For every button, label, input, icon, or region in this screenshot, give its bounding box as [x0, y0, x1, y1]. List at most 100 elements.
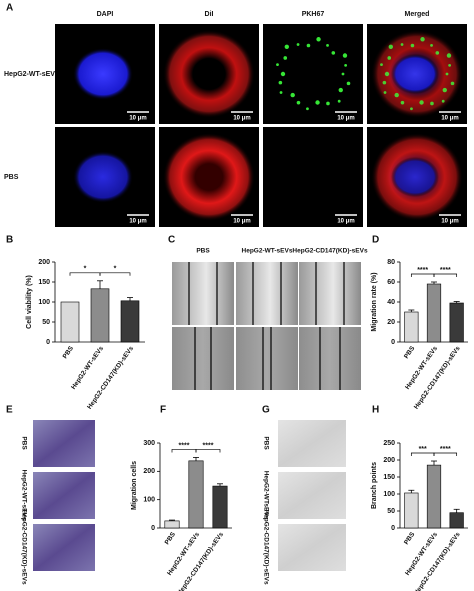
scale-bar-label: 10 μm	[129, 116, 146, 122]
panel-label: F	[160, 405, 166, 416]
micrograph	[278, 472, 346, 519]
vesicle	[383, 91, 387, 94]
row-label: PBS	[262, 436, 269, 450]
row-label: HepG2-WT-sEVs	[4, 71, 59, 78]
vesicle	[315, 100, 320, 105]
bar	[426, 464, 442, 529]
scale-bar-label: 10 μm	[233, 116, 250, 122]
scale-bar-label: 10 μm	[441, 219, 458, 225]
scale-bar-label: 10 μm	[337, 116, 354, 122]
y-tick-label: 0	[391, 525, 395, 532]
significance-label: ****	[440, 446, 451, 453]
micrograph	[172, 327, 234, 390]
micrograph	[299, 327, 361, 390]
y-tick-label: 40	[387, 299, 395, 306]
y-tick-label: 50	[42, 319, 50, 326]
bar	[120, 300, 140, 343]
y-tick-label: 0	[391, 339, 395, 346]
significance-bracket	[410, 273, 435, 277]
bar	[426, 283, 442, 343]
membrane	[163, 133, 255, 221]
scale-bar-label: 10 μm	[129, 219, 146, 225]
y-axis-label: Migration cells	[131, 461, 138, 510]
vesicle	[430, 43, 433, 47]
x-tick-label: HepG2-CD147(KD)-sEVs	[413, 345, 462, 411]
x-tick-label: HepG2-WT-sEVs	[70, 345, 105, 391]
vesicle	[276, 63, 279, 67]
significance-label: *	[84, 266, 87, 273]
bar	[212, 485, 228, 529]
y-tick-label: 100	[383, 491, 395, 498]
membrane	[163, 30, 255, 118]
nucleus	[73, 48, 133, 100]
vesicle	[446, 53, 452, 58]
scale-bar-label: 10 μm	[337, 219, 354, 225]
y-axis-label: Cell viability (%)	[26, 275, 33, 329]
y-tick-label: 150	[38, 279, 50, 286]
vesicle	[442, 87, 447, 93]
significance-label: ***	[419, 446, 427, 453]
significance-label: ****	[417, 267, 428, 274]
bar	[449, 302, 464, 343]
vesicle	[296, 100, 301, 105]
vesicle	[337, 99, 341, 103]
vesicle	[279, 91, 283, 94]
panel-label: B	[6, 235, 13, 246]
column-header: HepG2-WT-sEVs	[242, 248, 293, 255]
column-header: PKH67	[302, 11, 325, 18]
vesicle	[388, 44, 394, 49]
column-header: HepG2-CD147(KD)-sEVs	[292, 248, 368, 255]
significance-bracket	[410, 452, 435, 457]
vesicle	[410, 43, 415, 48]
vesicle	[326, 43, 329, 47]
vesicle	[341, 72, 345, 76]
micrograph	[278, 524, 346, 571]
column-header: DiI	[205, 11, 214, 18]
vesicle	[441, 99, 445, 103]
vesicle	[342, 53, 348, 58]
vesicle	[290, 92, 295, 98]
nucleus	[391, 157, 439, 197]
x-tick-label: PBS	[403, 531, 417, 547]
panel-label: E	[6, 405, 13, 416]
vesicle	[384, 71, 390, 77]
vesicle	[306, 107, 309, 111]
vesicle	[450, 81, 455, 86]
y-tick-label: 80	[387, 259, 395, 266]
x-tick-label: PBS	[62, 345, 76, 361]
column-header: Merged	[405, 11, 430, 18]
vesicle	[445, 72, 449, 76]
vesicle	[284, 44, 290, 49]
significance-bracket	[99, 272, 131, 276]
y-tick-label: 250	[383, 440, 395, 447]
y-tick-label: 300	[143, 440, 155, 447]
micrograph	[172, 262, 234, 325]
vesicle	[306, 43, 311, 48]
vesicle	[278, 80, 283, 85]
bar	[188, 460, 204, 529]
vesicle	[400, 43, 404, 46]
y-tick-label: 100	[38, 299, 50, 306]
micrograph	[33, 420, 95, 467]
vesicle	[410, 107, 413, 111]
vesicle	[338, 87, 343, 93]
vesicle	[344, 63, 348, 67]
vesicle	[382, 80, 387, 85]
y-tick-label: 200	[38, 259, 50, 266]
vesicle	[296, 43, 300, 46]
panel-label: H	[372, 405, 379, 416]
column-header: DAPI	[97, 11, 114, 18]
y-tick-label: 20	[387, 319, 395, 326]
vesicle	[420, 37, 425, 42]
vesicle	[346, 81, 351, 86]
significance-bracket	[195, 449, 221, 453]
vesicle	[419, 100, 424, 105]
panel-label: G	[262, 405, 270, 416]
x-tick-label: HepG2-CD147(KD)-sEVs	[176, 531, 225, 591]
significance-label: ****	[179, 442, 190, 449]
micrograph	[278, 420, 346, 467]
vesicle	[331, 51, 336, 55]
row-label: HepG2-WTsEVs	[262, 471, 269, 520]
micrograph	[299, 262, 361, 325]
significance-label: ****	[203, 442, 214, 449]
